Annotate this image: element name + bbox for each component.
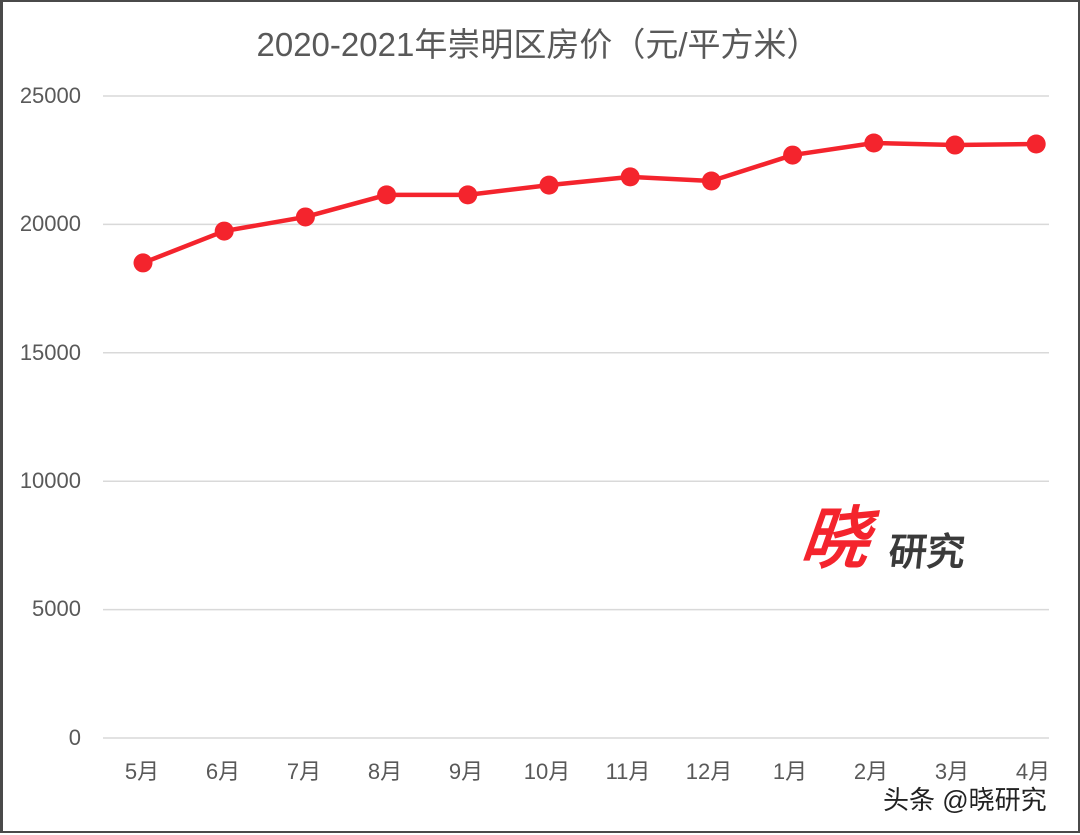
gridlines: [103, 95, 1049, 739]
y-tick-10000: 10000: [19, 468, 81, 493]
data-point-marker: [783, 145, 803, 165]
data-point-marker: [864, 133, 884, 153]
x-tick: 9月: [448, 759, 484, 784]
data-point-marker: [701, 171, 721, 191]
logo-char: 晓: [796, 500, 874, 579]
data-point-marker: [945, 135, 965, 155]
price-line: [142, 140, 1037, 266]
x-tick: 3月: [934, 759, 970, 784]
x-tick: 12月: [685, 759, 733, 784]
x-tick: 8月: [367, 759, 403, 784]
data-point-marker: [458, 185, 478, 205]
data-markers: [133, 133, 1046, 273]
x-tick: 10月: [523, 759, 571, 784]
y-tick-0: 0: [68, 725, 81, 750]
x-tick: 4月: [1015, 759, 1051, 784]
data-point-marker: [620, 167, 640, 187]
brand-logo: 晓 研究: [797, 500, 1011, 584]
chart-title: 2020-2021年崇明区房价（元/平方米）: [256, 26, 820, 63]
x-tick: 6月: [205, 759, 241, 784]
plot-area: [103, 95, 1049, 739]
x-tick: 5月: [124, 759, 160, 784]
data-point-marker: [1026, 134, 1046, 154]
y-tick-25000: 25000: [19, 83, 81, 108]
data-point-marker: [295, 207, 315, 227]
y-tick-20000: 20000: [19, 211, 81, 236]
y-tick-15000: 15000: [19, 340, 81, 365]
x-tick: 11月: [605, 759, 651, 784]
source-watermark: 头条 @晓研究: [883, 785, 1047, 815]
x-tick: 7月: [286, 759, 322, 784]
data-point-marker: [133, 253, 153, 273]
logo-text: 研究: [886, 530, 968, 574]
data-point-marker: [539, 175, 559, 195]
data-point-marker: [377, 185, 397, 205]
y-tick-5000: 5000: [32, 596, 81, 621]
data-point-marker: [214, 221, 234, 241]
x-tick: 1月: [772, 759, 808, 784]
x-tick: 2月: [853, 759, 889, 784]
